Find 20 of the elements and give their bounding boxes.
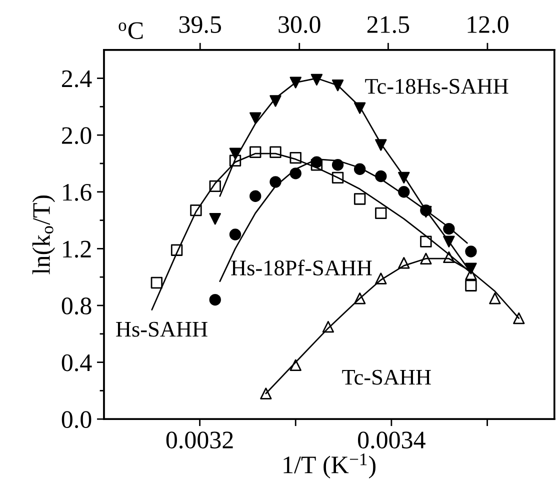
annotation: Hs-18Pf-SAHH — [231, 260, 372, 276]
x-axis-title: 1/T (K$^{−1}$) — [284, 454, 376, 478]
y-tick-label: 0.8 — [62, 298, 92, 315]
x2-tick-label: 39.5 — [179, 16, 222, 34]
y-tick-label: 1.2 — [63, 240, 91, 258]
x2-tick-label: 30.0 — [278, 16, 320, 34]
y-tick-label: 0.4 — [62, 354, 92, 372]
x2-tick-label: 21.5 — [367, 16, 410, 34]
y-axis-title: ln(k$_{o}$/T) — [32, 195, 56, 274]
x2-axis-title: $^{o}$C — [118, 22, 143, 40]
x-tick-label: 0.0032 — [166, 432, 233, 449]
x-tick-label: 0.0034 — [358, 432, 426, 449]
annotation: Tc-18Hs-SAHH — [365, 78, 508, 94]
y-tick-label: 2.4 — [62, 70, 92, 88]
y-tick-label: 1.6 — [63, 184, 92, 201]
annotation: Hs-SAHH — [116, 322, 208, 337]
y-tick-label: 0.0 — [62, 411, 92, 428]
y-tick-label: 2.0 — [62, 127, 92, 144]
x2-tick-label: 12.0 — [468, 16, 508, 34]
annotation: Tc-SAHH — [342, 370, 431, 385]
